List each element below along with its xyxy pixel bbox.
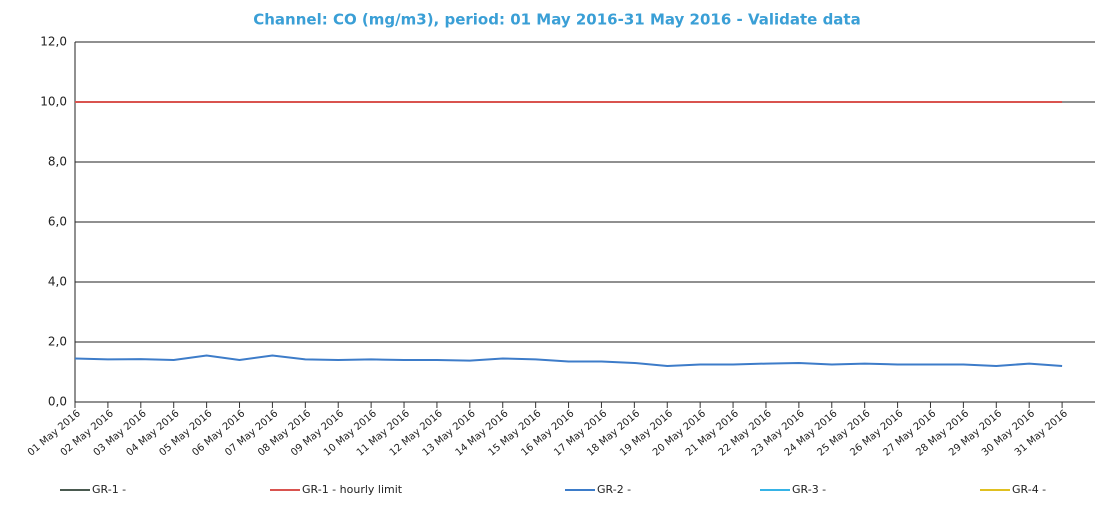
legend-label: GR-1 - hourly limit	[302, 483, 403, 496]
y-tick-label: 12,0	[40, 35, 67, 49]
series-line	[74, 354, 1063, 368]
y-tick-label: 4,0	[48, 275, 67, 289]
y-tick-label: 2,0	[48, 335, 67, 349]
y-tick-label: 8,0	[48, 155, 67, 169]
legend-label: GR-2 -	[597, 483, 631, 496]
y-tick-label: 10,0	[40, 95, 67, 109]
y-tick-label: 0,0	[48, 395, 67, 409]
chart-title: Channel: CO (mg/m3), period: 01 May 2016…	[253, 11, 860, 29]
legend-label: GR-4 -	[1012, 483, 1046, 496]
legend-label: GR-3 -	[792, 483, 826, 496]
y-tick-label: 6,0	[48, 215, 67, 229]
legend-label: GR-1 -	[92, 483, 126, 496]
